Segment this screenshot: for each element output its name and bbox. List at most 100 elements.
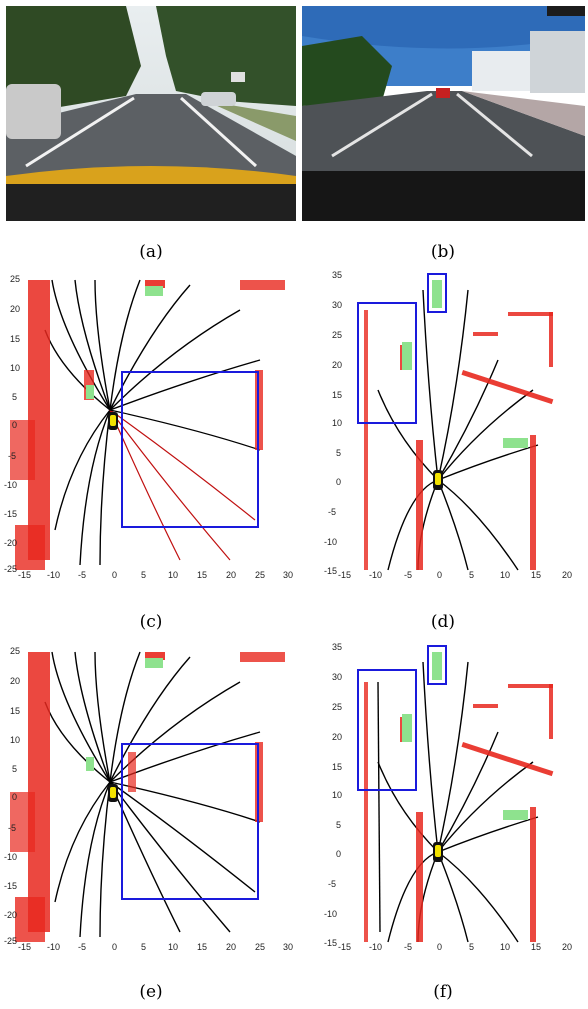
svg-text:25: 25 — [10, 646, 20, 656]
svg-text:25: 25 — [332, 330, 342, 340]
caption-d: (d) — [430, 612, 456, 632]
caption-b: (b) — [430, 242, 456, 262]
svg-text:20: 20 — [10, 676, 20, 686]
svg-text:0: 0 — [336, 849, 341, 859]
vehicle-box-e2 — [86, 757, 94, 771]
svg-text:20: 20 — [332, 732, 342, 742]
svg-text:0: 0 — [12, 792, 17, 802]
rays-c — [44, 279, 261, 566]
svg-text:20: 20 — [226, 942, 236, 952]
svg-text:-25: -25 — [4, 564, 17, 574]
roi-box-f1 — [357, 669, 417, 791]
vehicle-box-c1 — [145, 286, 163, 296]
svg-text:30: 30 — [332, 300, 342, 310]
svg-text:0: 0 — [12, 420, 17, 430]
roi-box-f2 — [427, 645, 447, 685]
svg-text:-5: -5 — [328, 879, 336, 889]
svg-text:15: 15 — [531, 570, 541, 580]
svg-text:-10: -10 — [47, 942, 60, 952]
caption-c: (c) — [139, 612, 163, 632]
svg-text:20: 20 — [226, 570, 236, 580]
svg-text:10: 10 — [10, 735, 20, 745]
svg-text:15: 15 — [332, 762, 342, 772]
svg-text:-5: -5 — [8, 823, 16, 833]
rays-e — [44, 651, 261, 938]
roi-box-d1 — [357, 302, 417, 424]
ego-car-e — [108, 784, 118, 802]
rays-d — [377, 289, 539, 571]
svg-text:-10: -10 — [4, 480, 17, 490]
svg-text:-20: -20 — [4, 538, 17, 548]
svg-text:15: 15 — [531, 942, 541, 952]
vehicle-box-d1 — [432, 280, 442, 308]
svg-text:-15: -15 — [324, 566, 337, 576]
svg-text:-25: -25 — [4, 936, 17, 946]
obstacles-e — [10, 652, 285, 942]
caption-e: (e) — [139, 982, 163, 1002]
x-ticks-f: -15 -10 -5 0 5 10 15 20 — [338, 942, 572, 952]
svg-text:5: 5 — [12, 764, 17, 774]
x-ticks-d: -15 -10 -5 0 5 10 15 20 — [338, 570, 572, 580]
svg-text:0: 0 — [437, 570, 442, 580]
svg-text:-10: -10 — [369, 942, 382, 952]
svg-text:10: 10 — [500, 570, 510, 580]
svg-text:5: 5 — [141, 942, 146, 952]
svg-text:-5: -5 — [404, 942, 412, 952]
lidar-plot-c: -15 -10 -5 0 5 10 15 20 25 30 25 20 15 1… — [0, 270, 298, 588]
svg-text:35: 35 — [332, 270, 342, 280]
x-ticks-e: -15 -10 -5 0 5 10 15 20 25 30 — [18, 942, 293, 952]
vehicle-box-d2 — [402, 342, 412, 370]
svg-text:0: 0 — [437, 942, 442, 952]
svg-text:25: 25 — [255, 570, 265, 580]
svg-text:15: 15 — [10, 334, 20, 344]
x-ticks-c: -15 -10 -5 0 5 10 15 20 25 30 — [18, 570, 293, 580]
svg-text:15: 15 — [10, 706, 20, 716]
svg-text:5: 5 — [469, 570, 474, 580]
svg-text:30: 30 — [283, 942, 293, 952]
svg-text:5: 5 — [336, 448, 341, 458]
svg-text:10: 10 — [168, 942, 178, 952]
svg-text:-10: -10 — [4, 852, 17, 862]
svg-text:-15: -15 — [4, 881, 17, 891]
svg-text:-5: -5 — [404, 570, 412, 580]
svg-text:25: 25 — [332, 702, 342, 712]
svg-text:-10: -10 — [324, 537, 337, 547]
svg-text:-5: -5 — [78, 942, 86, 952]
svg-text:0: 0 — [112, 942, 117, 952]
svg-text:-5: -5 — [328, 507, 336, 517]
vehicle-box-f3 — [503, 810, 528, 820]
caption-a: (a) — [139, 242, 163, 262]
svg-text:-10: -10 — [369, 570, 382, 580]
svg-text:-10: -10 — [324, 909, 337, 919]
svg-text:-15: -15 — [338, 942, 351, 952]
svg-text:15: 15 — [197, 570, 207, 580]
svg-text:0: 0 — [112, 570, 117, 580]
y-ticks-c: 25 20 15 10 5 0 -5 -10 -15 -20 -25 — [4, 274, 20, 574]
svg-text:-15: -15 — [18, 942, 31, 952]
svg-text:20: 20 — [332, 360, 342, 370]
camera-image-a — [6, 6, 296, 221]
svg-text:10: 10 — [10, 363, 20, 373]
lidar-plot-f: -15 -10 -5 0 5 10 15 20 35 30 25 20 15 1… — [318, 642, 586, 960]
svg-text:-15: -15 — [324, 938, 337, 948]
svg-text:25: 25 — [255, 942, 265, 952]
roi-box-e — [121, 743, 259, 900]
svg-text:10: 10 — [332, 418, 342, 428]
y-ticks-d: 35 30 25 20 15 10 5 0 -5 -10 -15 — [324, 270, 342, 576]
svg-text:-5: -5 — [8, 451, 16, 461]
vehicle-box-f1 — [432, 652, 442, 680]
ego-car-d — [433, 470, 443, 490]
svg-text:30: 30 — [283, 570, 293, 580]
svg-text:5: 5 — [12, 392, 17, 402]
svg-text:5: 5 — [469, 942, 474, 952]
vehicle-box-e1 — [145, 658, 163, 668]
caption-f: (f) — [433, 982, 453, 1002]
lidar-plot-e: -15 -10 -5 0 5 10 15 20 25 30 25 20 15 1… — [0, 642, 298, 960]
svg-text:0: 0 — [336, 477, 341, 487]
rays-f — [377, 661, 539, 943]
svg-text:-15: -15 — [4, 509, 17, 519]
camera-image-b — [302, 6, 585, 221]
svg-text:10: 10 — [500, 942, 510, 952]
svg-text:-20: -20 — [4, 910, 17, 920]
svg-text:-5: -5 — [78, 570, 86, 580]
